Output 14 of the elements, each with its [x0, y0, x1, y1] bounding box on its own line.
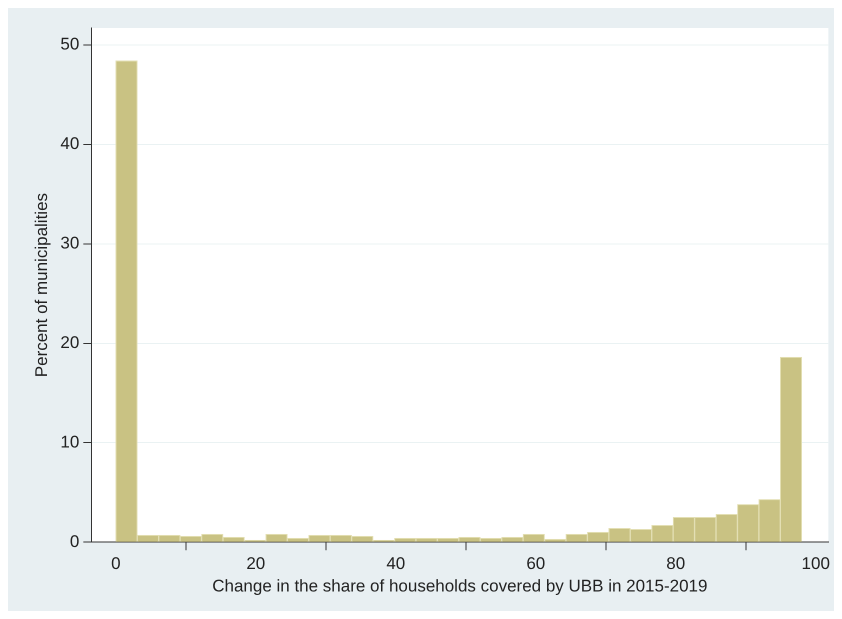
y-axis-title: Percent of municipalities — [32, 192, 51, 378]
x-tick-label: 0 — [111, 554, 121, 574]
y-tick-label: 20 — [60, 332, 80, 352]
x-tick-label: 40 — [386, 554, 406, 574]
y-tick-label: 50 — [60, 34, 80, 54]
y-tick-label: 40 — [60, 134, 80, 154]
y-tick-label: 30 — [60, 234, 80, 253]
x-axis-title: Change in the share of households covered by UBB in 2015-2019 — [212, 576, 708, 596]
x-tick-label: 100 — [802, 554, 830, 574]
y-tick-label: 10 — [60, 432, 80, 452]
x-tick-label: 20 — [246, 554, 266, 574]
x-tick-label: 80 — [666, 554, 686, 574]
x-tick-label: 60 — [526, 554, 546, 574]
y-tick-label: 0 — [70, 532, 80, 551]
